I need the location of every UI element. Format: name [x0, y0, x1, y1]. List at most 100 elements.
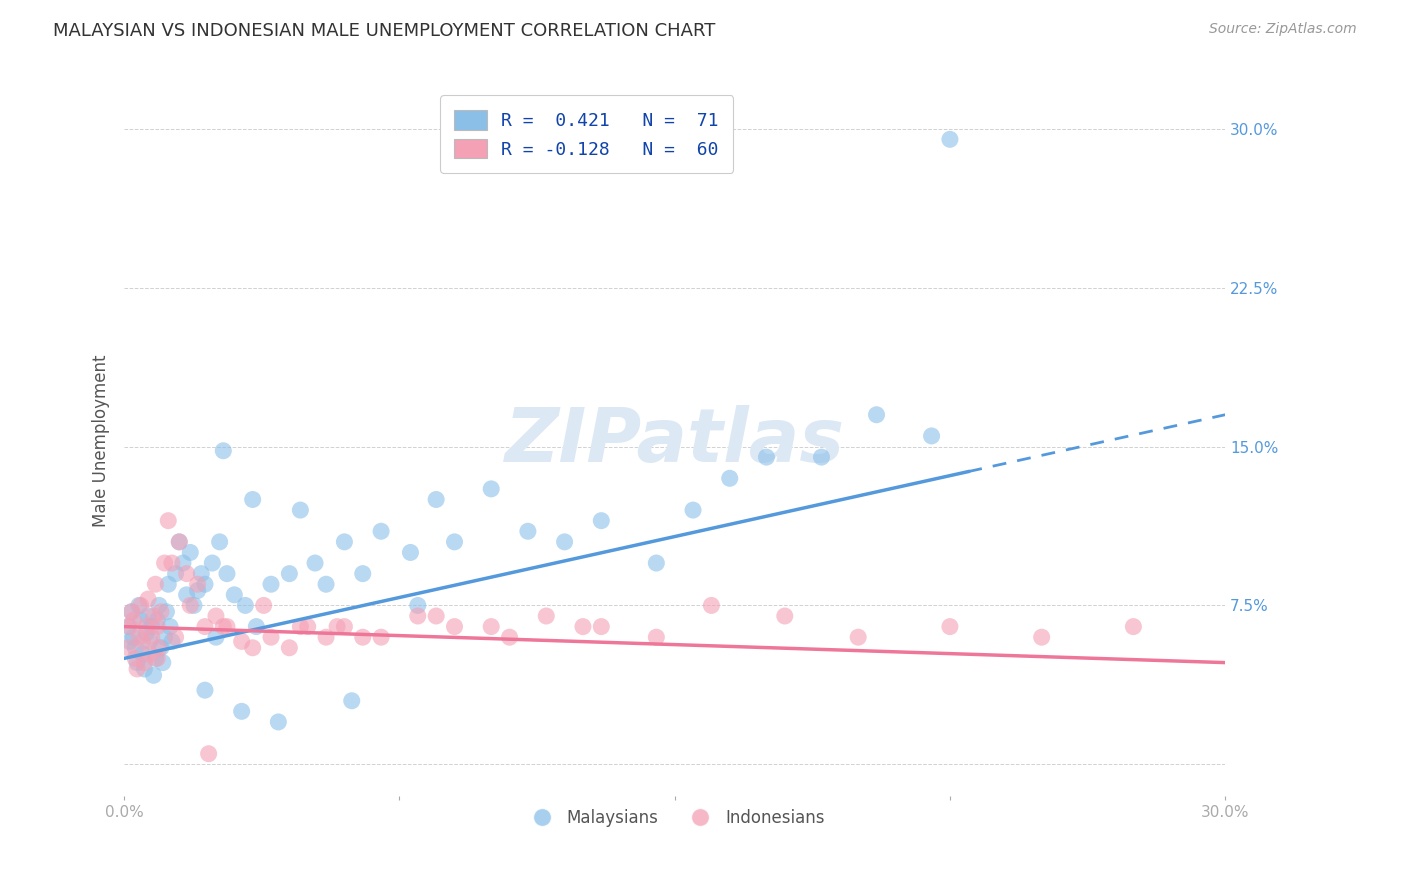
- Point: [121, 605, 143, 619]
- Point: [155, 605, 177, 619]
- Point: [201, 556, 224, 570]
- Point: [326, 619, 349, 633]
- Point: [146, 619, 169, 633]
- Point: [865, 408, 887, 422]
- Point: [125, 662, 148, 676]
- Point: [117, 619, 139, 633]
- Point: [169, 534, 191, 549]
- Point: [443, 619, 465, 633]
- Point: [572, 619, 595, 633]
- Point: [141, 630, 163, 644]
- Point: [136, 592, 159, 607]
- Point: [278, 566, 301, 581]
- Point: [224, 588, 246, 602]
- Point: [921, 429, 943, 443]
- Point: [810, 450, 832, 464]
- Point: [135, 619, 157, 633]
- Point: [141, 619, 163, 633]
- Point: [153, 556, 176, 570]
- Point: [479, 482, 502, 496]
- Point: [1122, 619, 1144, 633]
- Point: [278, 640, 301, 655]
- Point: [212, 443, 235, 458]
- Point: [117, 640, 139, 655]
- Point: [139, 647, 162, 661]
- Point: [179, 599, 201, 613]
- Point: [498, 630, 520, 644]
- Point: [939, 132, 962, 146]
- Point: [231, 704, 253, 718]
- Point: [315, 630, 337, 644]
- Point: [773, 609, 796, 624]
- Point: [340, 694, 363, 708]
- Point: [231, 634, 253, 648]
- Point: [183, 599, 205, 613]
- Point: [129, 613, 152, 627]
- Point: [352, 630, 374, 644]
- Point: [124, 651, 146, 665]
- Point: [304, 556, 326, 570]
- Point: [194, 619, 217, 633]
- Point: [939, 619, 962, 633]
- Point: [135, 626, 157, 640]
- Text: Source: ZipAtlas.com: Source: ZipAtlas.com: [1209, 22, 1357, 37]
- Point: [352, 566, 374, 581]
- Point: [536, 609, 558, 624]
- Point: [479, 619, 502, 633]
- Point: [172, 556, 194, 570]
- Point: [134, 656, 156, 670]
- Point: [406, 599, 429, 613]
- Text: ZIPatlas: ZIPatlas: [505, 405, 845, 478]
- Point: [645, 630, 668, 644]
- Point: [148, 640, 170, 655]
- Point: [846, 630, 869, 644]
- Point: [145, 577, 167, 591]
- Point: [208, 534, 231, 549]
- Point: [260, 577, 283, 591]
- Point: [149, 605, 172, 619]
- Point: [645, 556, 668, 570]
- Point: [290, 619, 312, 633]
- Point: [125, 656, 148, 670]
- Point: [591, 619, 613, 633]
- Point: [194, 577, 217, 591]
- Point: [157, 514, 180, 528]
- Point: [297, 619, 319, 633]
- Point: [176, 588, 198, 602]
- Point: [406, 609, 429, 624]
- Point: [160, 556, 183, 570]
- Point: [242, 492, 264, 507]
- Point: [165, 566, 187, 581]
- Point: [443, 534, 465, 549]
- Point: [131, 647, 153, 661]
- Point: [425, 492, 447, 507]
- Point: [149, 640, 172, 655]
- Point: [267, 714, 290, 729]
- Point: [128, 630, 150, 644]
- Point: [139, 634, 162, 648]
- Point: [591, 514, 613, 528]
- Point: [245, 619, 267, 633]
- Point: [146, 613, 169, 627]
- Point: [187, 577, 209, 591]
- Point: [194, 683, 217, 698]
- Point: [152, 656, 174, 670]
- Legend: Malaysians, Indonesians: Malaysians, Indonesians: [519, 803, 831, 834]
- Point: [290, 503, 312, 517]
- Point: [153, 630, 176, 644]
- Point: [370, 524, 392, 539]
- Point: [333, 619, 356, 633]
- Point: [131, 634, 153, 648]
- Point: [516, 524, 538, 539]
- Point: [212, 619, 235, 633]
- Point: [215, 566, 238, 581]
- Point: [190, 566, 212, 581]
- Point: [242, 640, 264, 655]
- Point: [145, 651, 167, 665]
- Point: [122, 613, 145, 627]
- Point: [333, 534, 356, 549]
- Point: [205, 630, 228, 644]
- Point: [718, 471, 741, 485]
- Point: [176, 566, 198, 581]
- Point: [118, 619, 141, 633]
